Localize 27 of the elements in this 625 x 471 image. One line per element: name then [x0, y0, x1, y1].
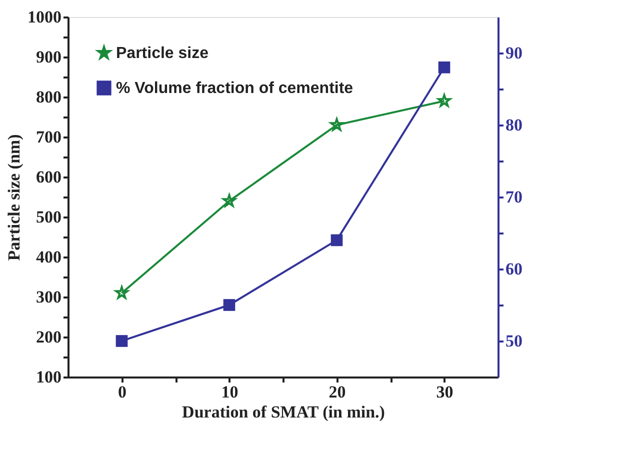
y-axis-title: Particle size (nm) — [4, 134, 24, 261]
y2-tick-label: 70 — [506, 188, 522, 206]
y-tick-label: 500 — [36, 208, 62, 226]
y2-tick-label: 60 — [506, 260, 522, 278]
x-tick-label: 30 — [436, 382, 454, 402]
x-axis-title: Duration of SMAT (in min.) — [182, 402, 385, 422]
y-tick-label: 100 — [36, 368, 62, 386]
y-tick-label: 700 — [36, 128, 62, 146]
point — [438, 61, 450, 74]
y-tick-label: 800 — [36, 88, 62, 106]
y2-tick-label: 80 — [506, 116, 522, 134]
x-tick-label: 20 — [328, 382, 346, 402]
y-tick-label: 900 — [36, 48, 62, 66]
y-tick-label: 600 — [36, 168, 62, 186]
legend-label: % Volume fraction of cementite — [116, 80, 354, 97]
y2-tick-label: 50 — [506, 332, 522, 350]
y-tick-label: 400 — [36, 248, 62, 266]
x-tick-label: 0 — [118, 382, 126, 402]
y2-tick-label: 90 — [506, 44, 522, 62]
x-tick-label: 10 — [221, 382, 238, 402]
y-tick-label: 200 — [36, 328, 62, 346]
legend-label: Particle size — [116, 45, 209, 62]
point — [116, 335, 128, 347]
point — [330, 234, 343, 246]
point — [223, 299, 236, 311]
y-tick-label: 300 — [36, 288, 62, 306]
y-tick-label: 1000 — [28, 8, 62, 26]
